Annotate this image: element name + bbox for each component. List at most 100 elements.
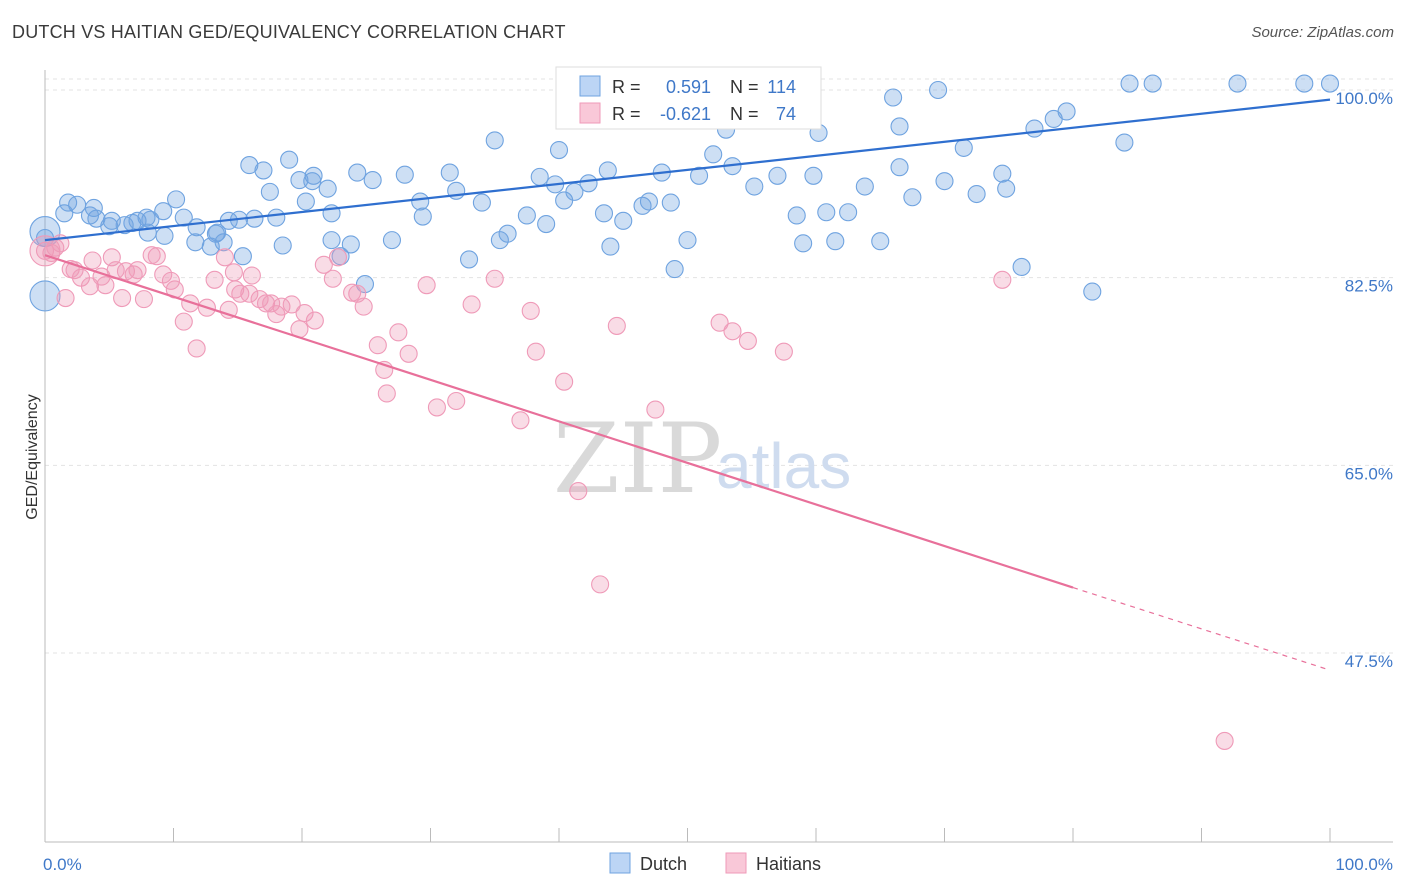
dutch-swatch	[579, 75, 601, 97]
dutch-point-33	[273, 236, 292, 255]
dutch-point-112	[1295, 74, 1314, 93]
dutch-point-57	[498, 224, 517, 243]
haitians-point-28	[205, 270, 224, 289]
dutch-point-48	[395, 165, 414, 184]
dutch-point-104	[1025, 119, 1044, 138]
haitians-point-25	[181, 294, 200, 313]
haitians-point-69	[710, 313, 729, 332]
dutch-r-value: 0.591	[666, 77, 711, 97]
dutch-point-64	[565, 182, 584, 201]
haitians-point-54	[389, 323, 408, 342]
haitians-point-22	[161, 271, 180, 290]
dutch-point-81	[745, 177, 764, 196]
haitians-point-24	[174, 312, 193, 331]
dutch-n-label: N =	[730, 77, 759, 97]
dutch-point-1	[55, 204, 74, 223]
dutch-point-18	[174, 208, 193, 227]
haitians-swatch	[579, 102, 601, 124]
dutch-point-74	[665, 260, 684, 279]
dutch-point-69	[614, 211, 633, 230]
dutch-point-38	[304, 166, 323, 185]
haitians-trend-line	[44, 254, 1074, 589]
haitians-point-4	[56, 288, 75, 308]
haitians-point-46	[323, 269, 342, 288]
legend-dutch-label: Dutch	[640, 854, 687, 874]
y-tick-label-3: 47.5%	[1345, 652, 1393, 671]
dutch-point-88	[817, 203, 836, 222]
haitians-point-20	[147, 247, 166, 266]
stats-legend: R = 0.591 N = 114 R = -0.621 N = 74	[555, 66, 822, 130]
dutch-large-point-1	[29, 280, 61, 312]
dutch-point-49	[411, 192, 430, 211]
watermark-atlas: atlas	[716, 430, 851, 502]
dutch-point-28	[240, 156, 259, 175]
haitians-point-74	[1215, 731, 1234, 750]
watermark-zip: ZIP	[553, 403, 722, 515]
dutch-point-36	[296, 192, 315, 211]
y-axis-label: GED/Equivalency	[24, 394, 41, 519]
haitians-point-63	[526, 342, 545, 361]
haitians-point-56	[417, 276, 436, 295]
y-tick-label-2: 65.0%	[1345, 464, 1393, 483]
dutch-point-47	[382, 231, 402, 250]
dutch-point-24	[214, 233, 233, 252]
haitians-point-18	[134, 290, 153, 309]
haitians-point-53	[377, 384, 396, 403]
haitians-point-31	[224, 263, 243, 282]
dutch-point-102	[997, 179, 1016, 198]
dutch-point-96	[903, 188, 922, 207]
dutch-point-68	[601, 237, 620, 256]
x-tick-label-min: 0.0%	[43, 855, 82, 874]
dutch-point-43	[341, 235, 360, 254]
legend-dutch-swatch	[609, 852, 631, 874]
haitians-point-34	[240, 284, 259, 303]
haitians-point-9	[83, 251, 102, 270]
dutch-point-30	[254, 161, 273, 180]
dutch-point-16	[155, 226, 174, 245]
dutch-point-101	[993, 164, 1012, 183]
dutch-point-109	[1120, 74, 1139, 93]
y-tick-labels: 100.0% 82.5% 65.0% 47.5%	[1335, 89, 1393, 671]
haitians-point-67	[607, 316, 626, 335]
dutch-point-94	[890, 158, 909, 177]
haitians-n-label: N =	[730, 104, 759, 124]
dutch-point-92	[871, 232, 890, 251]
dutch-point-86	[804, 166, 823, 185]
dutch-point-58	[517, 206, 536, 225]
haitians-point-45	[314, 255, 333, 274]
dutch-point-15	[154, 202, 173, 221]
haitians-r-label: R =	[612, 104, 641, 124]
dutch-point-110	[1143, 74, 1162, 93]
y-tick-label-0: 100.0%	[1335, 89, 1393, 108]
x-tick-label-max: 100.0%	[1335, 855, 1393, 874]
haitians-point-68	[646, 400, 665, 419]
y-tick-label-1: 82.5%	[1345, 277, 1393, 296]
haitians-point-41	[282, 295, 301, 314]
haitians-point-26	[187, 339, 206, 358]
x-tick-marks	[44, 828, 1331, 842]
haitians-point-43	[295, 304, 314, 323]
dutch-point-53	[459, 250, 479, 269]
dutch-points	[29, 74, 1340, 312]
dutch-point-60	[537, 214, 556, 234]
dutch-point-20	[187, 218, 206, 237]
haitians-large-point-0	[29, 235, 61, 267]
trend-lines	[44, 98, 1331, 671]
dutch-point-40	[322, 231, 341, 250]
haitians-point-61	[511, 411, 530, 430]
dutch-point-54	[472, 193, 491, 212]
dutch-point-108	[1115, 133, 1134, 152]
dutch-point-27	[233, 247, 252, 266]
dutch-point-55	[485, 131, 504, 150]
dutch-point-62	[549, 141, 569, 160]
haitians-point-58	[447, 391, 466, 411]
dutch-trend-line	[44, 98, 1331, 242]
dutch-point-44	[348, 163, 367, 182]
haitians-r-value: -0.621	[660, 104, 711, 124]
haitians-point-73	[993, 270, 1012, 289]
haitians-point-64	[555, 372, 574, 391]
dutch-point-98	[935, 172, 954, 191]
haitians-point-72	[774, 342, 793, 361]
haitians-point-38	[262, 294, 281, 313]
haitians-point-60	[485, 269, 504, 288]
